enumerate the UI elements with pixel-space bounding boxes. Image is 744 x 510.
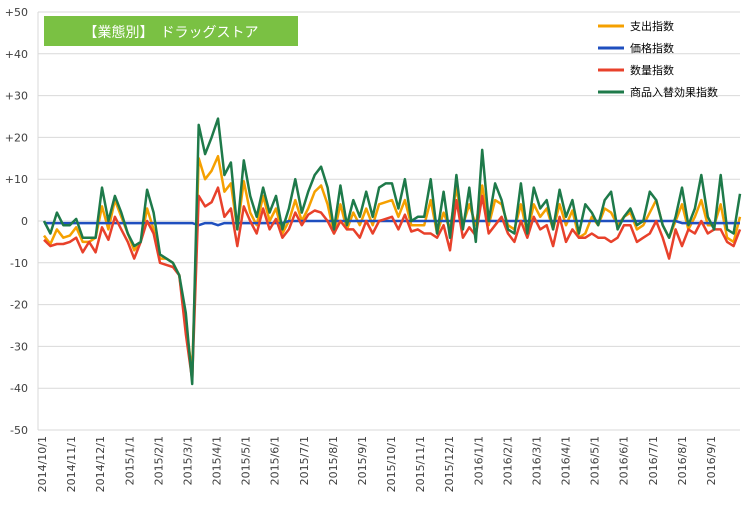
series-line-1 [44, 219, 740, 227]
y-tick-label: -10 [10, 257, 28, 270]
x-tick-label: 2015/9/1 [356, 436, 369, 485]
y-tick-label: -40 [10, 382, 28, 395]
y-tick-label: -20 [10, 299, 28, 312]
x-tick-label: 2015/2/1 [152, 436, 165, 485]
x-tick-label: 2016/7/1 [647, 436, 660, 485]
x-tick-label: 2014/12/1 [94, 436, 107, 492]
x-tick-label: 2015/3/1 [181, 436, 194, 485]
y-tick-label: +50 [5, 6, 28, 19]
x-tick-label: 2016/6/1 [618, 436, 631, 485]
x-tick-label: 2016/3/1 [530, 436, 543, 485]
x-tick-label: 2015/5/1 [240, 436, 253, 485]
legend-label: 価格指数 [630, 41, 674, 55]
x-tick-label: 2014/10/1 [36, 436, 49, 492]
y-tick-label: +40 [5, 48, 28, 61]
x-tick-label: 2016/8/1 [676, 436, 689, 485]
x-tick-label: 2015/12/1 [443, 436, 456, 492]
x-axis-ticks: 2014/10/1 2014/11/1 2014/12/1 2015/1/1 2015/… [36, 436, 718, 492]
y-tick-label: -50 [10, 424, 28, 437]
series-line-0 [43, 154, 742, 373]
x-tick-label: 2016/5/1 [589, 436, 602, 485]
x-tick-label: 2015/7/1 [298, 436, 311, 485]
y-tick-label: 0 [21, 215, 28, 228]
chart-title: 【業態別】 ドラッグストア [83, 25, 259, 41]
y-tick-label: -30 [10, 340, 28, 353]
x-tick-label: 2016/2/1 [501, 436, 514, 485]
chart-title-box: 【業態別】 ドラッグストア [44, 16, 298, 46]
x-tick-label: 2015/6/1 [269, 436, 282, 485]
legend-label: 数量指数 [630, 63, 674, 77]
legend-label: 商品入替効果指数 [630, 85, 718, 99]
legend-label: 支出指数 [630, 19, 674, 33]
x-tick-label: 2016/1/1 [472, 436, 485, 485]
y-tick-label: +20 [5, 131, 28, 144]
y-axis-ticks: +50 +40 +30 +20 +10 0 -10 -20 -30 -40 -50 [5, 6, 28, 437]
x-tick-label: 2015/4/1 [211, 436, 224, 485]
y-tick-label: +30 [5, 90, 28, 103]
series-line-3 [42, 117, 742, 386]
x-tick-label: 2016/4/1 [560, 436, 573, 485]
x-tick-label: 2015/10/1 [385, 436, 398, 492]
y-tick-label: +10 [5, 173, 28, 186]
x-tick-label: 2015/8/1 [327, 436, 340, 485]
x-tick-label: 2015/11/1 [414, 436, 427, 492]
series-line-2 [43, 186, 742, 382]
x-tick-label: 2015/1/1 [123, 436, 136, 485]
x-tick-label: 2014/11/1 [65, 436, 78, 492]
series-lines [42, 117, 742, 386]
x-tick-label: 2016/9/1 [705, 436, 718, 485]
